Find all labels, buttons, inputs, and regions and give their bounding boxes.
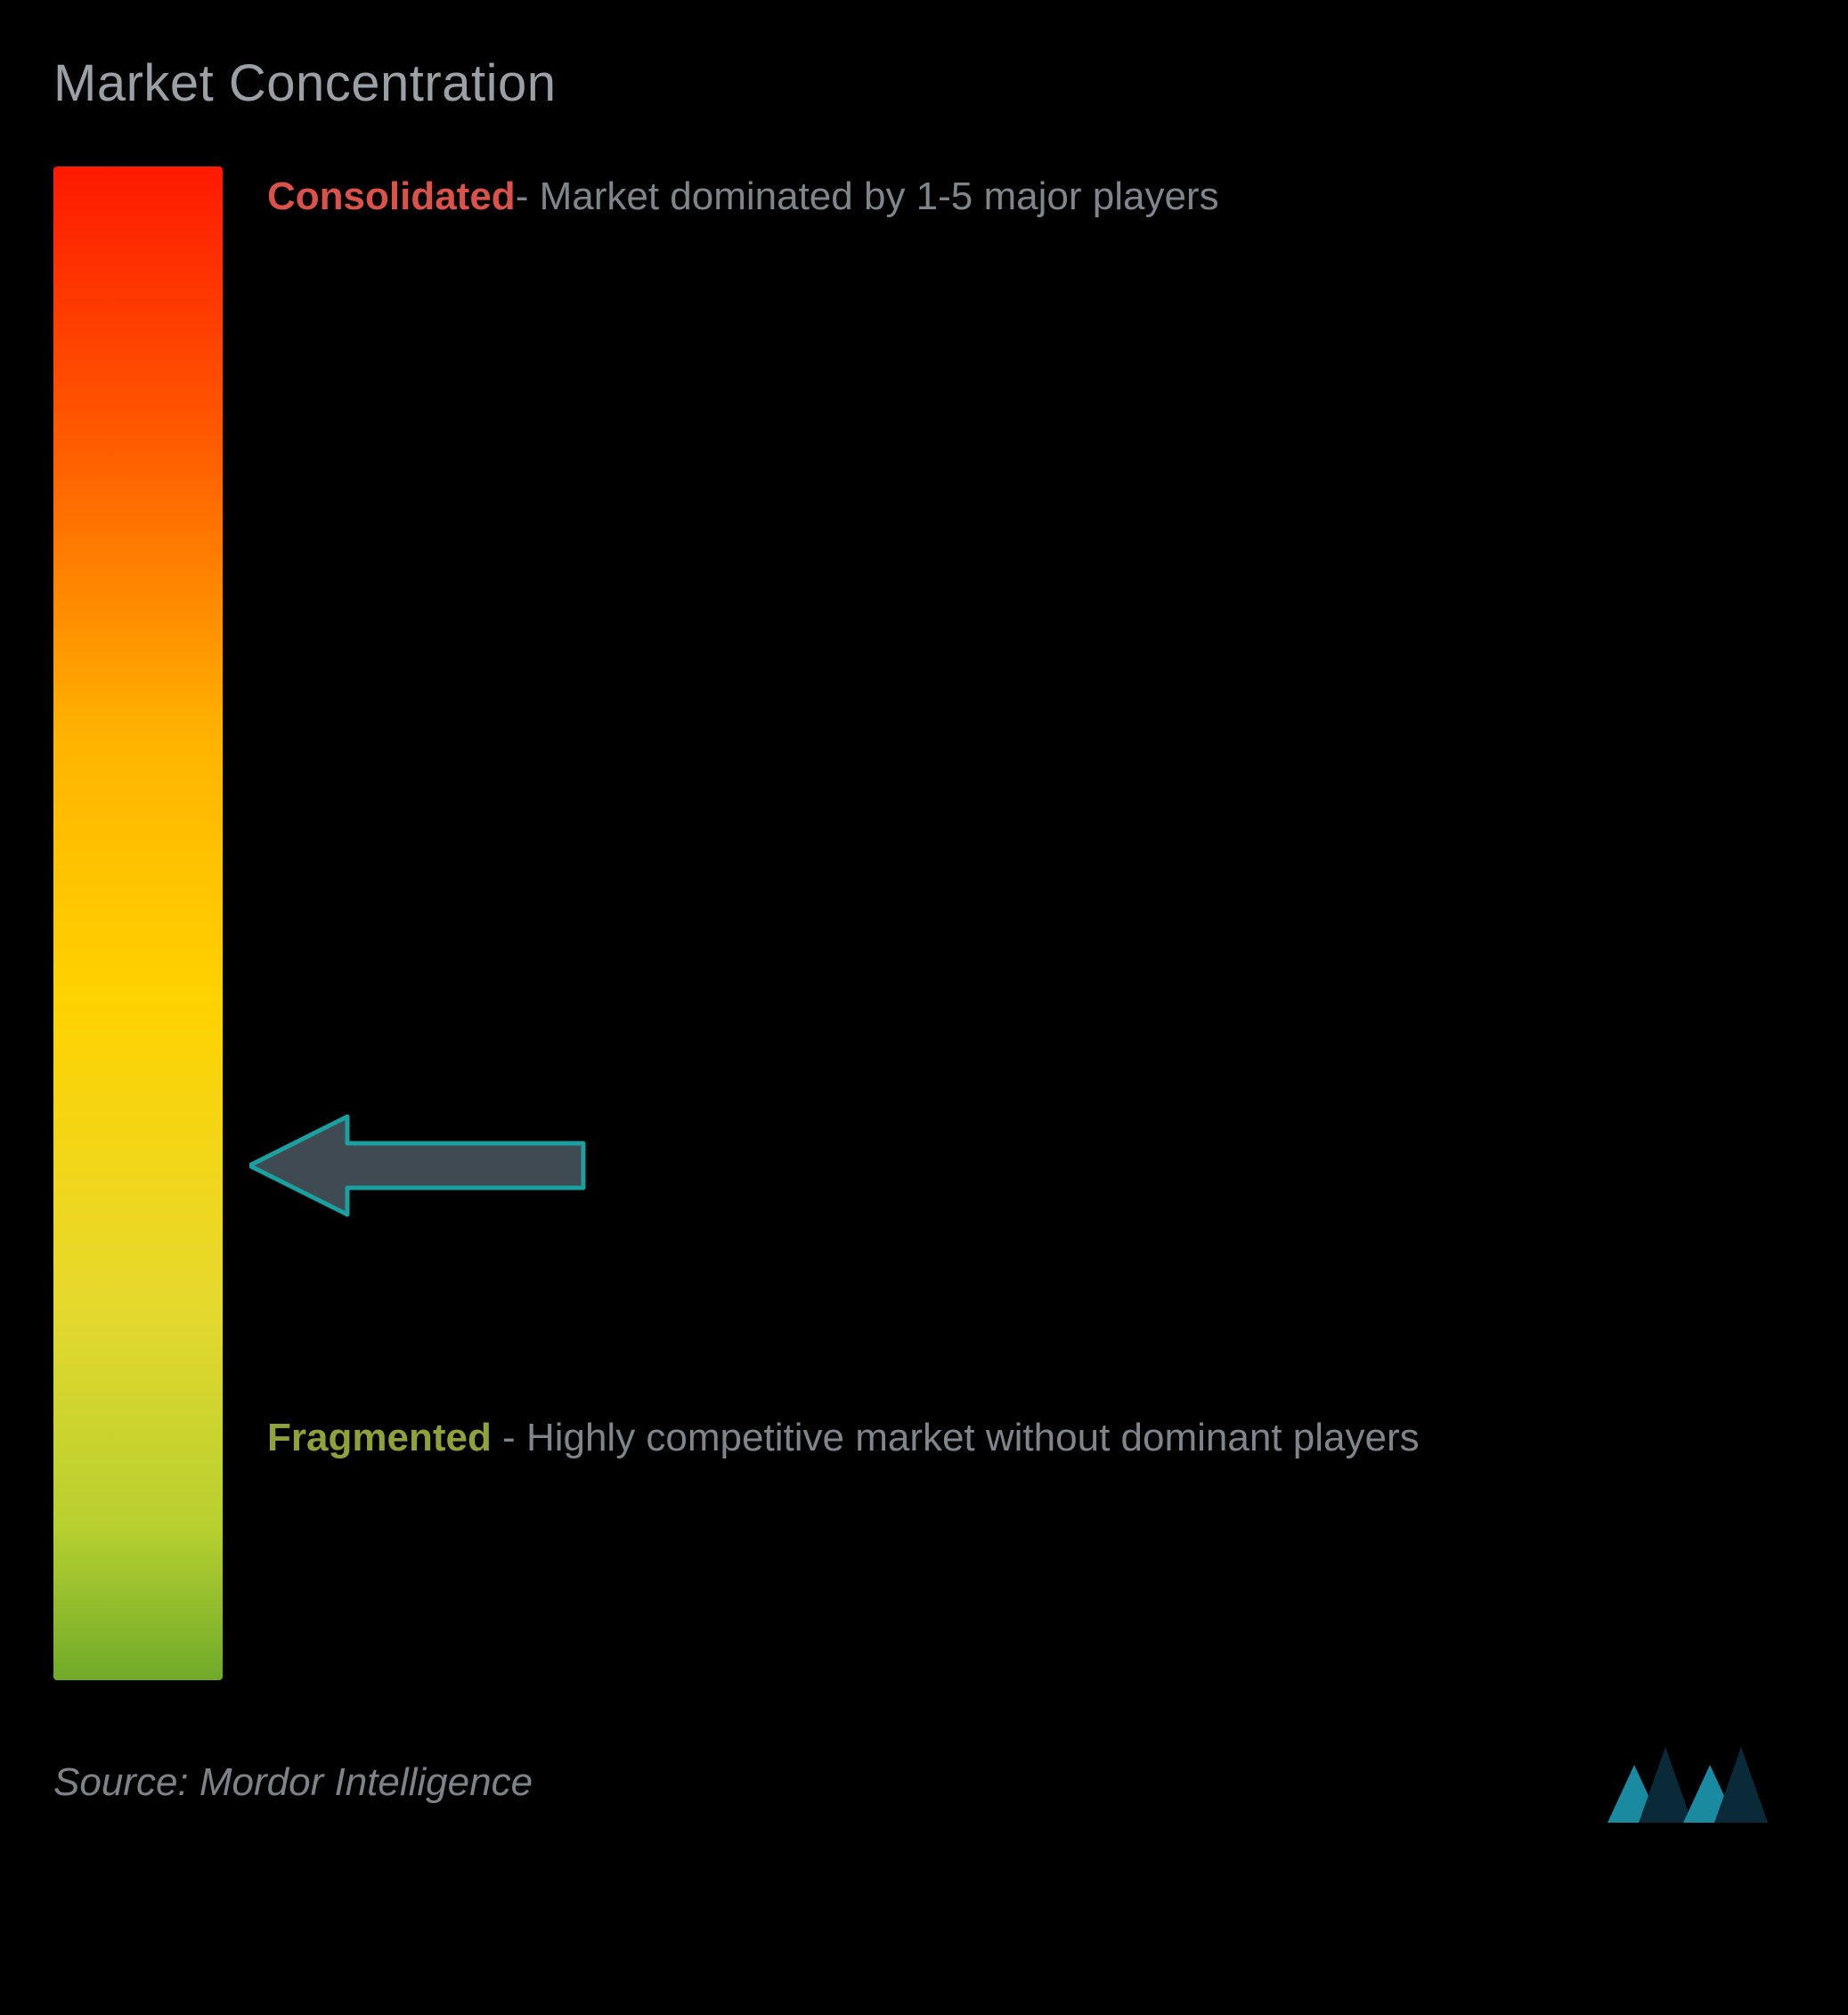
- footer: Source: Mordor Intelligence: [53, 1743, 1777, 1823]
- consolidated-keyword: Consolidated: [267, 175, 516, 218]
- source-label: Source:: [53, 1760, 199, 1804]
- arrow-left-icon: [249, 1112, 588, 1219]
- consolidated-text: Market dominated by 1-5 major players: [540, 175, 1219, 218]
- labels-column: Consolidated- Market dominated by 1-5 ma…: [267, 167, 1777, 1680]
- gradient-bar-column: [53, 167, 223, 1680]
- mordor-logo-icon: [1608, 1743, 1777, 1823]
- fragmented-label: Fragmented - Highly competitive market w…: [267, 1408, 1777, 1468]
- fragmented-text: Highly competitive market without domina…: [526, 1416, 1420, 1459]
- source-line: Source: Mordor Intelligence: [53, 1760, 533, 1805]
- gradient-bar: [53, 167, 223, 1680]
- source-value: Mordor Intelligence: [199, 1760, 533, 1804]
- fragmented-separator: -: [492, 1416, 526, 1459]
- chart-content: Consolidated- Market dominated by 1-5 ma…: [53, 167, 1777, 1680]
- fragmented-keyword: Fragmented: [267, 1416, 492, 1459]
- consolidated-separator: -: [516, 175, 540, 218]
- chart-title: Market Concentration: [53, 53, 1777, 113]
- indicator-arrow-wrap: [249, 1112, 588, 1219]
- consolidated-label: Consolidated- Market dominated by 1-5 ma…: [267, 167, 1777, 227]
